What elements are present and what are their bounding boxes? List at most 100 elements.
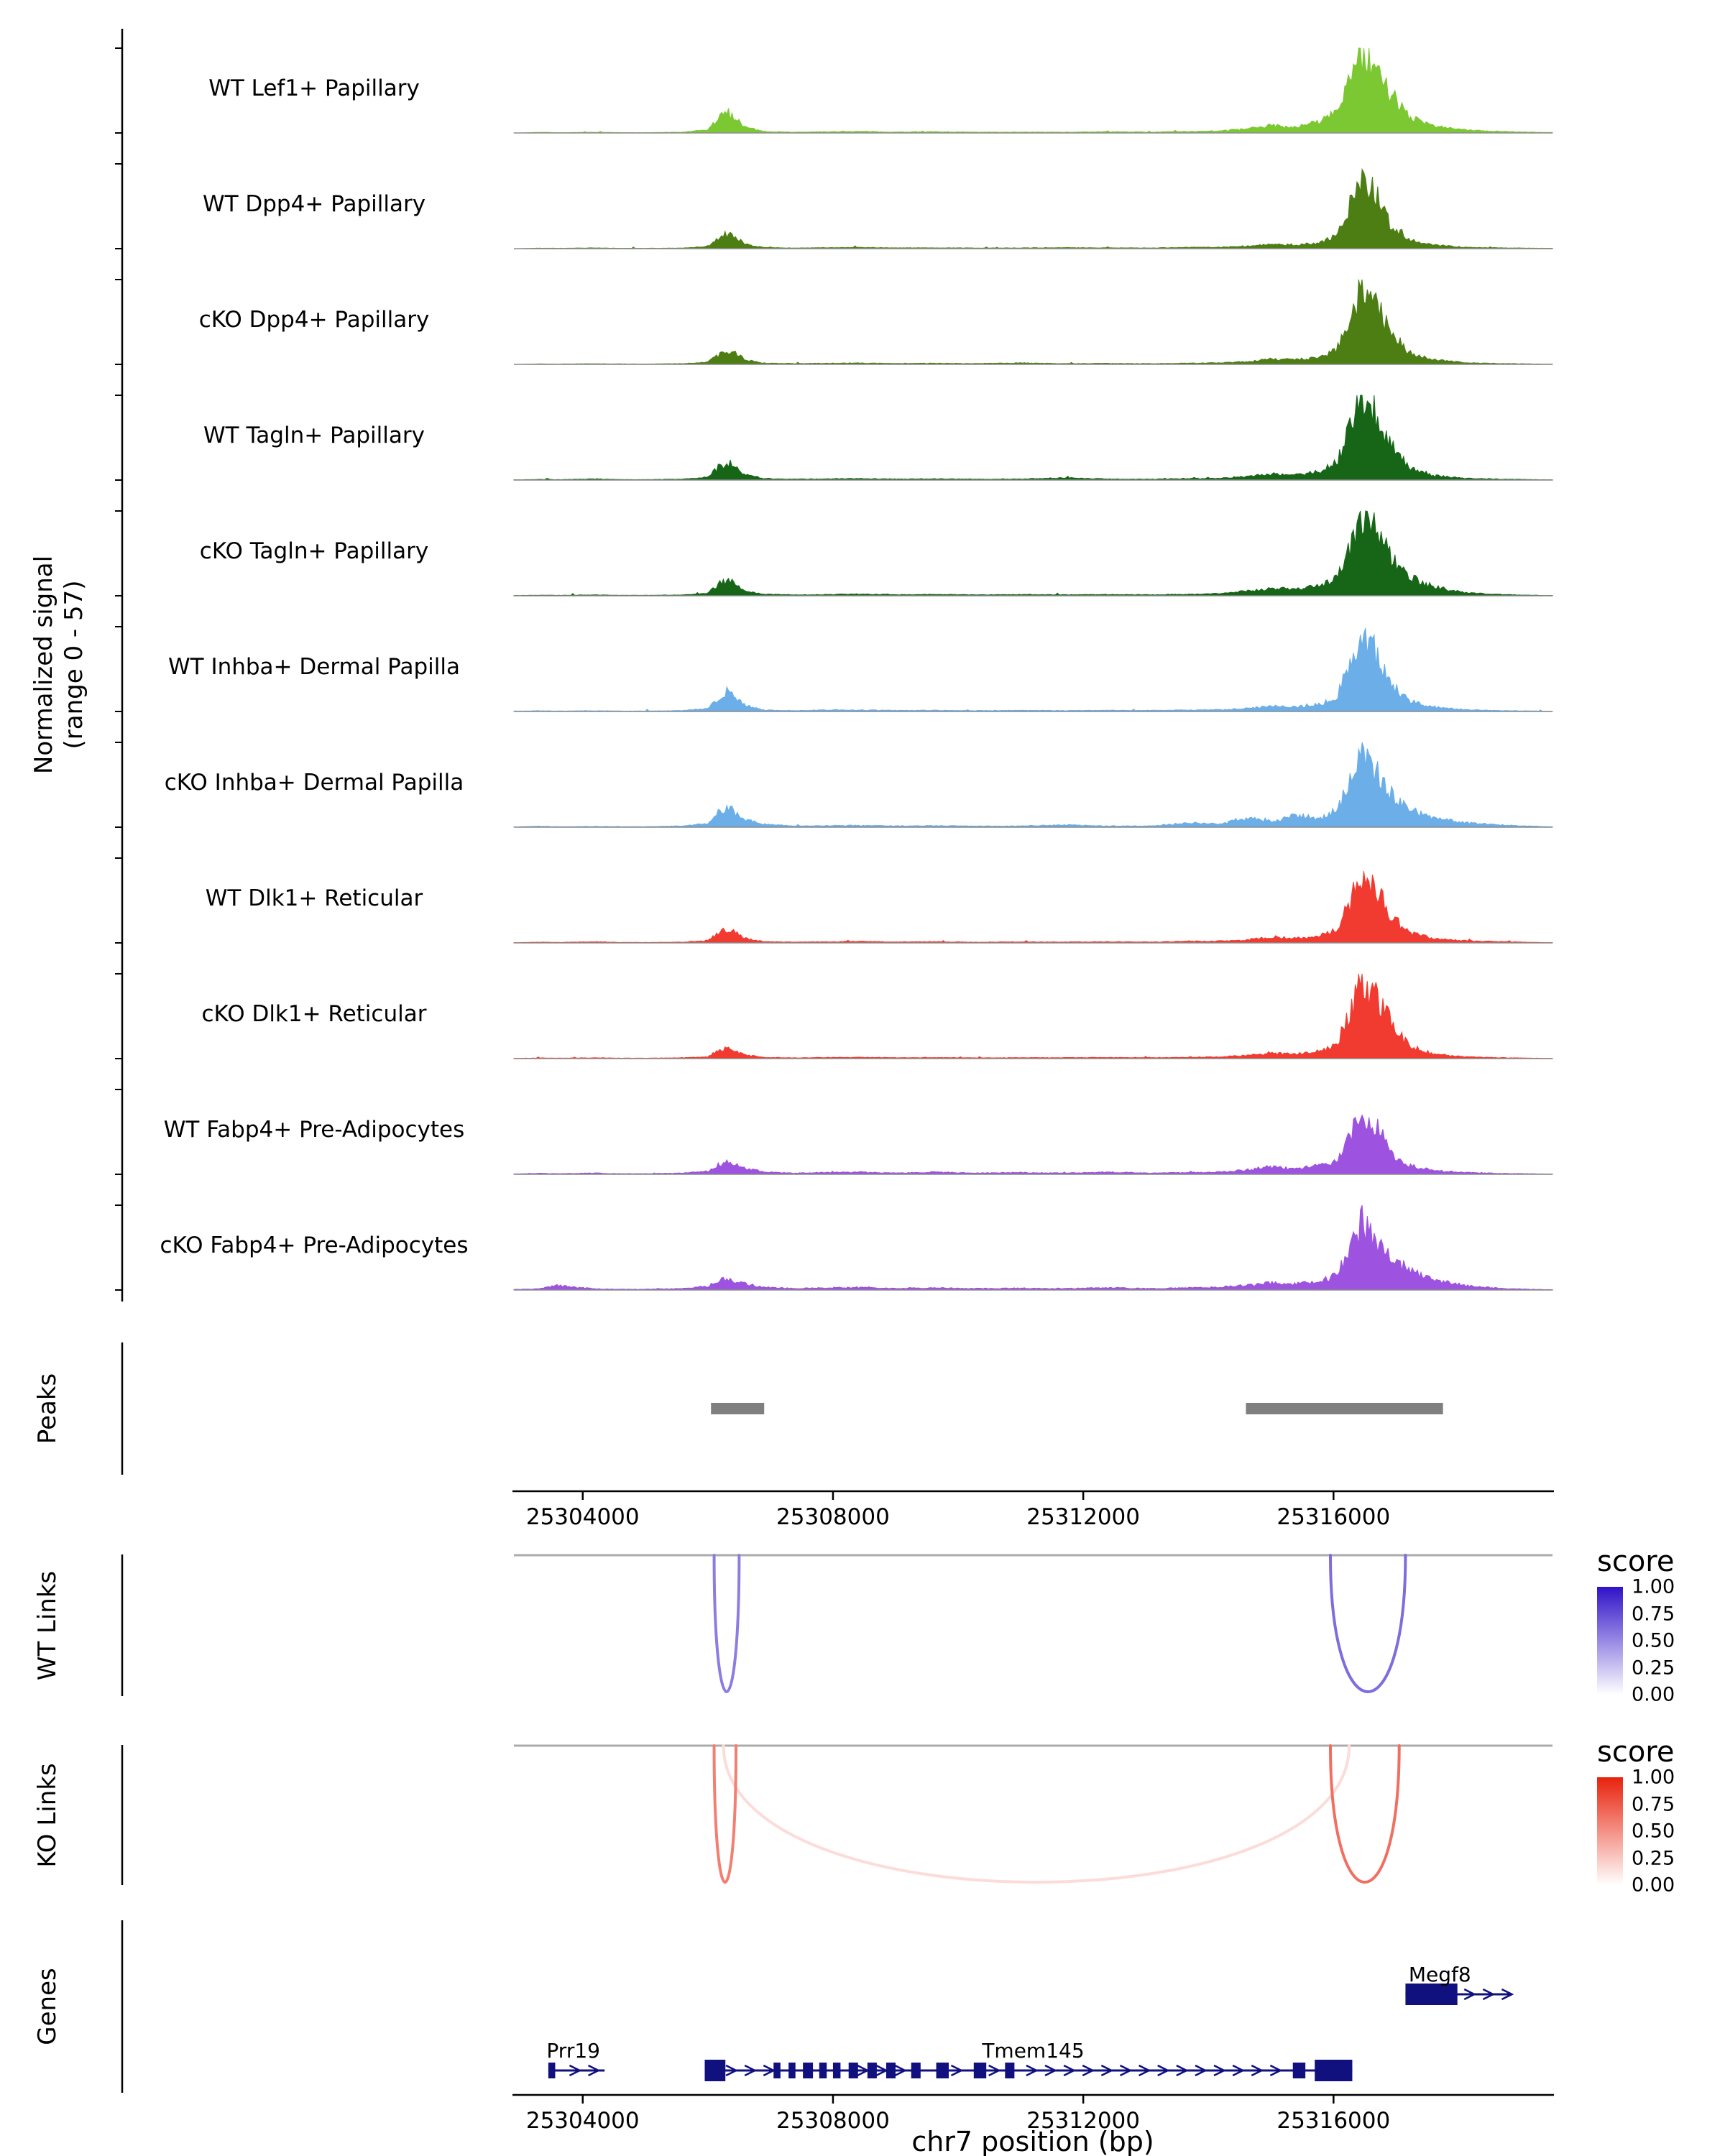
legend-tick-label: 0.00 (1632, 1874, 1675, 1897)
signal-area (513, 627, 1553, 712)
signal-area (513, 1114, 1553, 1175)
gene-exon (803, 2063, 814, 2078)
gene-exon (886, 2063, 896, 2078)
strand-arrow-icon (1082, 2064, 1095, 2077)
track-label-wt-dlk1-reticular: WT Dlk1+ Reticular (205, 885, 423, 911)
gene-exon (548, 2063, 556, 2078)
axis-tick-label: 25312000 (1026, 1504, 1141, 1530)
strand-arrow-icon (1195, 2064, 1208, 2077)
wt-links-track (514, 1554, 1552, 1693)
gene-exon (848, 2063, 858, 2078)
axis-tick-label: 25316000 (1276, 1504, 1391, 1530)
signal-area (514, 167, 1553, 249)
legend-tick-label: 1.00 (1632, 1575, 1675, 1598)
strand-arrow-icon (744, 2064, 758, 2077)
gene-exon (936, 2063, 949, 2078)
strand-arrow-icon (725, 2064, 738, 2077)
axis-tick-label: 25316000 (1276, 2108, 1391, 2134)
legend-tick-label: 0.25 (1632, 1847, 1675, 1869)
strand-arrow-icon (1044, 2064, 1057, 2077)
legend-tick-label: 0.25 (1632, 1657, 1675, 1679)
gene-exon (1005, 2063, 1015, 2078)
strand-arrow-icon (1232, 2064, 1246, 2077)
signal-track-wt-lef1-papillary (513, 47, 1553, 134)
strand-arrow-icon (894, 2064, 907, 2077)
signal-track-cko-fabp4-pre-adipocytes (513, 1204, 1553, 1291)
genomic-axis-upper (512, 1490, 1554, 1500)
axis-tick-label: 25304000 (525, 2108, 640, 2134)
track-label-wt-tagln-papillary: WT Tagln+ Papillary (203, 423, 425, 448)
link-arc (712, 1744, 738, 1884)
genomic-axis-lower (512, 2093, 1554, 2104)
legend-tick-label: 0.75 (1632, 1793, 1675, 1815)
track-label-wt-lef1-papillary: WT Lef1+ Papillary (208, 75, 420, 101)
track-label-cko-tagln-papillary: cKO Tagln+ Papillary (199, 538, 429, 564)
gene-exon (773, 2063, 781, 2078)
signal-area (513, 1204, 1553, 1291)
strand-arrow-icon (1213, 2064, 1226, 2077)
signal-track-wt-tagln-papillary (513, 395, 1553, 481)
genes-track (548, 1984, 1514, 2081)
track-label-cko-dlk1-reticular: cKO Dlk1+ Reticular (201, 1001, 427, 1027)
strand-arrow-icon (1100, 2064, 1114, 2077)
track-label-wt-inhba-dermal-papilla: WT Inhba+ Dermal Papilla (168, 654, 460, 680)
ko-links-score-legend: score 1.00 0.75 0.50 0.25 0.00 (1597, 1736, 1675, 1897)
track-label-cko-inhba-dermal-papilla: cKO Inhba+ Dermal Papilla (164, 770, 464, 796)
wt-links-score-legend: score 1.00 0.75 0.50 0.25 0.00 (1597, 1545, 1675, 1706)
wt-legend-ticks: 1.00 0.75 0.50 0.25 0.00 (1632, 1576, 1711, 1706)
track-label-wt-fabp4-pre-adipocytes: WT Fabp4+ Pre-Adipocytes (163, 1117, 465, 1143)
strand-arrow-icon (1026, 2064, 1039, 2077)
axis-tick-label: 25312000 (1026, 2108, 1141, 2134)
strand-arrow-icon (1251, 2064, 1264, 2077)
legend-tick-label: 0.00 (1632, 1683, 1675, 1706)
signal-track-cko-dpp4-papillary (514, 279, 1553, 365)
ko-legend-title: score (1597, 1736, 1675, 1769)
gene-label-tmem145: Tmem145 (982, 2039, 1085, 2063)
peaks-track (711, 1403, 1443, 1414)
x-axis-label: chr7 position (bp) (911, 2126, 1154, 2156)
strand-arrow-icon (950, 2064, 964, 2077)
track-label-cko-dpp4-papillary: cKO Dpp4+ Papillary (198, 307, 430, 333)
legend-tick-label: 0.50 (1632, 1820, 1675, 1843)
wt-legend-title: score (1597, 1545, 1675, 1578)
gene-exon (1292, 2063, 1306, 2078)
signal-track-wt-fabp4-pre-adipocytes (513, 1114, 1553, 1175)
strand-arrow-icon (1501, 1988, 1514, 2001)
signal-track-cko-dlk1-reticular (513, 973, 1553, 1059)
link-arc (1328, 1744, 1401, 1884)
ko-legend-colorbar (1597, 1777, 1623, 1885)
axis-tick-label: 25308000 (776, 1504, 890, 1530)
strand-arrow-icon (1176, 2064, 1189, 2077)
wt-legend-colorbar (1597, 1587, 1623, 1695)
gene-exon (788, 2063, 796, 2078)
strand-arrow-icon (1138, 2064, 1151, 2077)
ko-legend-ticks: 1.00 0.75 0.50 0.25 0.00 (1632, 1766, 1711, 1897)
strand-arrow-icon (1063, 2064, 1077, 2077)
gene-exon (1405, 1984, 1458, 2005)
signal-track-cko-inhba-dermal-papilla (513, 742, 1553, 828)
legend-tick-label: 0.75 (1632, 1603, 1675, 1625)
axis-tick-label: 25308000 (776, 2108, 890, 2134)
signal-area (513, 973, 1553, 1059)
signal-track-wt-dpp4-papillary (514, 167, 1553, 249)
link-arc (712, 1554, 741, 1693)
strand-arrow-icon (1119, 2064, 1133, 2077)
signal-track-wt-inhba-dermal-papilla (513, 627, 1553, 712)
track-label-wt-dpp4-papillary: WT Dpp4+ Papillary (202, 191, 426, 217)
gene-exon (867, 2063, 877, 2078)
gene-exon (819, 2063, 827, 2078)
legend-tick-label: 1.00 (1632, 1766, 1675, 1789)
gene-exon (1315, 2060, 1353, 2081)
strand-arrow-icon (1157, 2064, 1170, 2077)
gene-exon (832, 2063, 841, 2078)
link-arc (1328, 1554, 1407, 1693)
link-arc (722, 1744, 1351, 1884)
signal-area (513, 742, 1553, 828)
strand-arrow-icon (988, 2064, 1001, 2077)
strand-arrow-icon (1269, 2064, 1283, 2077)
gene-label-prr19: Prr19 (546, 2039, 600, 2063)
strand-arrow-icon (1482, 1988, 1496, 2001)
strand-arrow-icon (1463, 1988, 1477, 2001)
